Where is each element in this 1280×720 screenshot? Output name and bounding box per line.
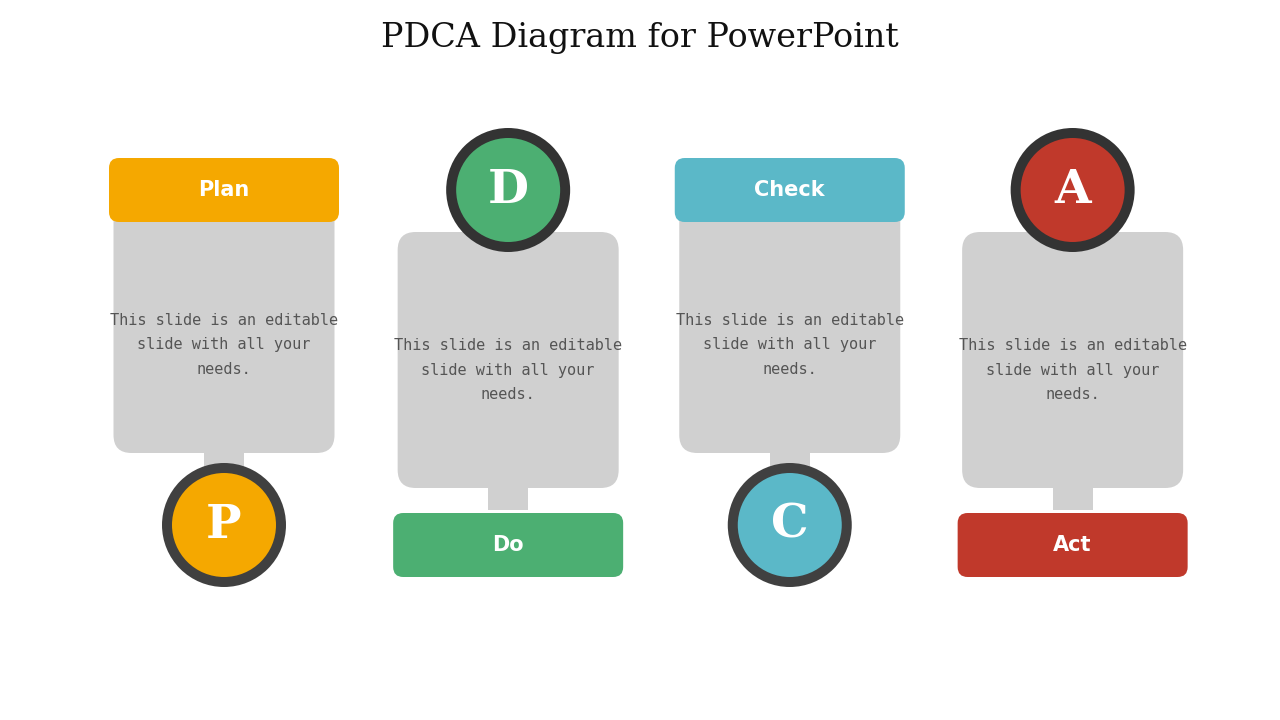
Text: This slide is an editable
slide with all your
needs.: This slide is an editable slide with all… bbox=[959, 338, 1187, 402]
Text: This slide is an editable
slide with all your
needs.: This slide is an editable slide with all… bbox=[676, 313, 904, 377]
Text: D: D bbox=[488, 167, 529, 213]
FancyBboxPatch shape bbox=[957, 513, 1188, 577]
Text: Act: Act bbox=[1053, 535, 1092, 555]
Text: C: C bbox=[771, 502, 809, 548]
Text: Plan: Plan bbox=[198, 180, 250, 200]
FancyBboxPatch shape bbox=[393, 513, 623, 577]
Circle shape bbox=[737, 473, 842, 577]
Bar bbox=[769, 435, 810, 475]
Text: A: A bbox=[1055, 167, 1091, 213]
Circle shape bbox=[172, 473, 276, 577]
FancyBboxPatch shape bbox=[963, 232, 1183, 488]
Bar bbox=[204, 435, 244, 475]
Bar bbox=[488, 470, 529, 510]
Circle shape bbox=[728, 463, 851, 587]
FancyBboxPatch shape bbox=[675, 158, 905, 222]
Text: This slide is an editable
slide with all your
needs.: This slide is an editable slide with all… bbox=[110, 313, 338, 377]
Circle shape bbox=[456, 138, 561, 242]
Circle shape bbox=[163, 463, 285, 587]
FancyBboxPatch shape bbox=[680, 197, 900, 453]
Circle shape bbox=[1020, 138, 1125, 242]
Text: P: P bbox=[206, 502, 242, 548]
Text: PDCA Diagram for PowerPoint: PDCA Diagram for PowerPoint bbox=[381, 22, 899, 54]
Bar bbox=[1052, 470, 1093, 510]
Circle shape bbox=[447, 128, 570, 252]
FancyBboxPatch shape bbox=[114, 197, 334, 453]
Text: Check: Check bbox=[754, 180, 826, 200]
Text: Do: Do bbox=[493, 535, 524, 555]
FancyBboxPatch shape bbox=[109, 158, 339, 222]
Text: This slide is an editable
slide with all your
needs.: This slide is an editable slide with all… bbox=[394, 338, 622, 402]
Circle shape bbox=[1011, 128, 1134, 252]
FancyBboxPatch shape bbox=[398, 232, 618, 488]
